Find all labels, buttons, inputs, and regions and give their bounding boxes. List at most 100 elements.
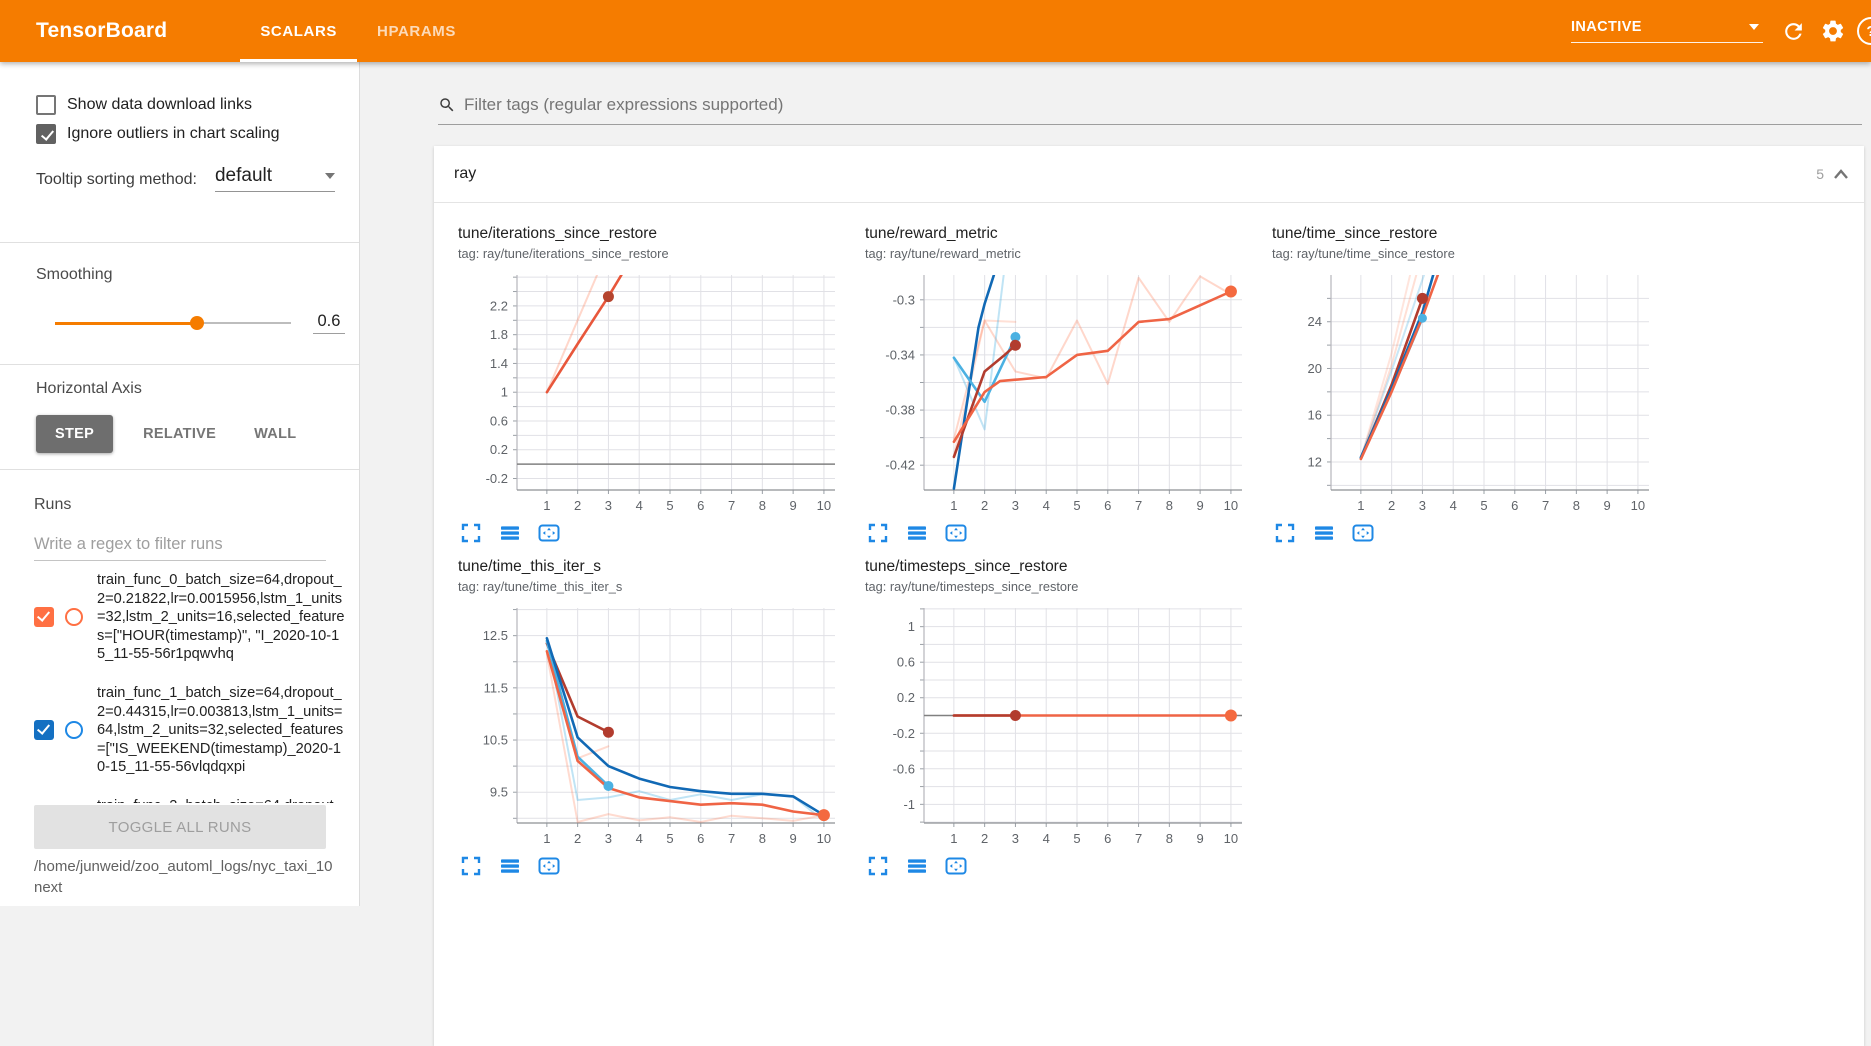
run-checkbox[interactable] bbox=[34, 607, 54, 628]
run-name: train_func_2_batch_size=64,dropout_2= bbox=[97, 797, 347, 803]
chart-title: tune/reward_metric bbox=[865, 225, 998, 242]
tab-bar: SCALARS HPARAMS bbox=[240, 0, 476, 62]
tab-scalars[interactable]: SCALARS bbox=[240, 0, 358, 62]
tag-group-card: ray 5 tune/iterations_since_restore tag: … bbox=[434, 146, 1864, 1046]
svg-text:10: 10 bbox=[1631, 498, 1645, 513]
svg-text:8: 8 bbox=[1166, 831, 1173, 846]
fullscreen-icon[interactable] bbox=[1274, 522, 1296, 544]
tag-filter-input[interactable] bbox=[464, 95, 1844, 115]
status-select[interactable]: INACTIVE bbox=[1571, 19, 1763, 43]
chart-plot[interactable]: 1 2 3 4 5 6 7 8 9 10 -0.3 -0.34 -0.38 -0.42 bbox=[865, 265, 1245, 517]
help-icon[interactable]: ? bbox=[1857, 17, 1871, 45]
fit-domain-icon[interactable] bbox=[945, 522, 967, 544]
svg-text:-0.2: -0.2 bbox=[893, 726, 915, 741]
ignore-outliers-checkbox[interactable] bbox=[36, 124, 56, 144]
svg-text:6: 6 bbox=[1104, 831, 1111, 846]
expand-lines-icon[interactable] bbox=[499, 855, 521, 877]
expand-lines-icon[interactable] bbox=[499, 522, 521, 544]
fit-domain-icon[interactable] bbox=[538, 522, 560, 544]
show-download-links-checkbox[interactable] bbox=[36, 95, 56, 115]
runs-filter-input[interactable] bbox=[34, 532, 326, 561]
chart-plot[interactable]: 1 2 3 4 5 6 7 8 9 10 2.2 1.8 1.4 1 0.6 0.2 -0.2 bbox=[458, 265, 838, 517]
svg-text:-0.38: -0.38 bbox=[885, 403, 915, 418]
slider-thumb[interactable] bbox=[189, 316, 204, 330]
smoothing-slider[interactable] bbox=[55, 316, 291, 330]
svg-text:9: 9 bbox=[1604, 498, 1611, 513]
svg-text:8: 8 bbox=[759, 831, 766, 846]
tooltip-sorting-dropdown[interactable]: default bbox=[214, 165, 335, 192]
run-item-0[interactable]: train_func_0_batch_size=64,dropout_2=0.2… bbox=[34, 571, 359, 664]
run-item-1[interactable]: train_func_1_batch_size=64,dropout_2=0.4… bbox=[34, 684, 359, 777]
run-color-ring[interactable] bbox=[65, 721, 83, 740]
chart-tag: tag: ray/tune/time_this_iter_s bbox=[458, 579, 623, 594]
svg-text:3: 3 bbox=[1012, 498, 1019, 513]
svg-text:0.6: 0.6 bbox=[490, 413, 508, 428]
chart-toolbar bbox=[460, 855, 838, 877]
fit-domain-icon[interactable] bbox=[1352, 522, 1374, 544]
run-name: train_func_0_batch_size=64,dropout_2=0.2… bbox=[97, 572, 345, 663]
toggle-all-runs-button[interactable]: TOGGLE ALL RUNS bbox=[34, 805, 326, 849]
fullscreen-icon[interactable] bbox=[460, 855, 482, 877]
run-checkbox[interactable] bbox=[34, 720, 54, 741]
svg-text:4: 4 bbox=[636, 831, 643, 846]
chevron-up-icon[interactable] bbox=[1832, 167, 1850, 181]
fullscreen-icon[interactable] bbox=[867, 522, 889, 544]
svg-text:4: 4 bbox=[1450, 498, 1457, 513]
svg-text:6: 6 bbox=[697, 831, 704, 846]
svg-text:7: 7 bbox=[728, 498, 735, 513]
svg-text:1: 1 bbox=[950, 498, 957, 513]
svg-text:6: 6 bbox=[697, 498, 704, 513]
svg-text:11.5: 11.5 bbox=[484, 680, 508, 695]
svg-text:1: 1 bbox=[501, 385, 508, 400]
smoothing-label: Smoothing bbox=[36, 266, 113, 283]
ignore-outliers-row[interactable]: Ignore outliers in chart scaling bbox=[36, 124, 345, 144]
svg-text:20: 20 bbox=[1308, 361, 1322, 376]
svg-text:1.4: 1.4 bbox=[490, 356, 508, 371]
tag-group-header[interactable]: ray 5 bbox=[434, 146, 1864, 203]
svg-text:5: 5 bbox=[1073, 831, 1080, 846]
axis-wall-button[interactable]: WALL bbox=[254, 426, 297, 442]
expand-lines-icon[interactable] bbox=[906, 522, 928, 544]
svg-text:-0.34: -0.34 bbox=[885, 347, 915, 362]
tab-hparams[interactable]: HPARAMS bbox=[377, 22, 456, 40]
svg-text:5: 5 bbox=[1073, 498, 1080, 513]
chevron-down-icon bbox=[1749, 24, 1759, 30]
refresh-icon[interactable] bbox=[1779, 17, 1807, 45]
axis-step-button[interactable]: STEP bbox=[36, 415, 114, 453]
show-download-links-row[interactable]: Show data download links bbox=[36, 95, 345, 115]
ignore-outliers-label: Ignore outliers in chart scaling bbox=[67, 125, 280, 142]
svg-text:9: 9 bbox=[1197, 498, 1204, 513]
expand-lines-icon[interactable] bbox=[1313, 522, 1335, 544]
axis-relative-button[interactable]: RELATIVE bbox=[143, 426, 217, 442]
expand-lines-icon[interactable] bbox=[906, 855, 928, 877]
fullscreen-icon[interactable] bbox=[460, 522, 482, 544]
fullscreen-icon[interactable] bbox=[867, 855, 889, 877]
smoothing-value[interactable]: 0.6 bbox=[312, 312, 345, 334]
status-select-value: INACTIVE bbox=[1571, 19, 1642, 35]
run-item-2[interactable]: train_func_2_batch_size=64,dropout_2= bbox=[34, 797, 359, 803]
run-color-ring[interactable] bbox=[65, 608, 83, 627]
app-header: TensorBoard SCALARS HPARAMS INACTIVE ? bbox=[0, 0, 1871, 62]
svg-text:16: 16 bbox=[1308, 408, 1322, 423]
svg-text:12.5: 12.5 bbox=[483, 628, 508, 643]
chart-plot[interactable]: 1 2 3 4 5 6 7 8 9 10 1 0.6 0.2 -0.2 -0.6 -1 bbox=[865, 598, 1245, 850]
fit-domain-icon[interactable] bbox=[945, 855, 967, 877]
svg-text:4: 4 bbox=[1043, 498, 1050, 513]
chart-plot[interactable]: 1 2 3 4 5 6 7 8 9 10 12.5 11.5 10.5 9.5 bbox=[458, 598, 838, 850]
svg-text:7: 7 bbox=[1135, 498, 1142, 513]
svg-text:-0.3: -0.3 bbox=[893, 292, 915, 307]
sidebar-general-section: Show data download links Ignore outliers… bbox=[0, 62, 359, 243]
svg-text:7: 7 bbox=[728, 831, 735, 846]
charts-grid: tune/iterations_since_restore tag: ray/tu… bbox=[434, 203, 1864, 907]
chart-title: tune/time_this_iter_s bbox=[458, 558, 602, 575]
svg-text:4: 4 bbox=[1043, 831, 1050, 846]
tooltip-sorting-value: default bbox=[214, 165, 273, 186]
chart-tag: tag: ray/tune/timesteps_since_restore bbox=[865, 579, 1079, 594]
tooltip-sorting-label: Tooltip sorting method: bbox=[36, 171, 197, 188]
chart-title: tune/timesteps_since_restore bbox=[865, 558, 1068, 575]
settings-gear-icon[interactable] bbox=[1819, 17, 1847, 45]
runs-section: Runs train_func_0_batch_size=64,dropout_… bbox=[0, 470, 359, 898]
fit-domain-icon[interactable] bbox=[538, 855, 560, 877]
chart-tag: tag: ray/tune/reward_metric bbox=[865, 246, 1021, 261]
